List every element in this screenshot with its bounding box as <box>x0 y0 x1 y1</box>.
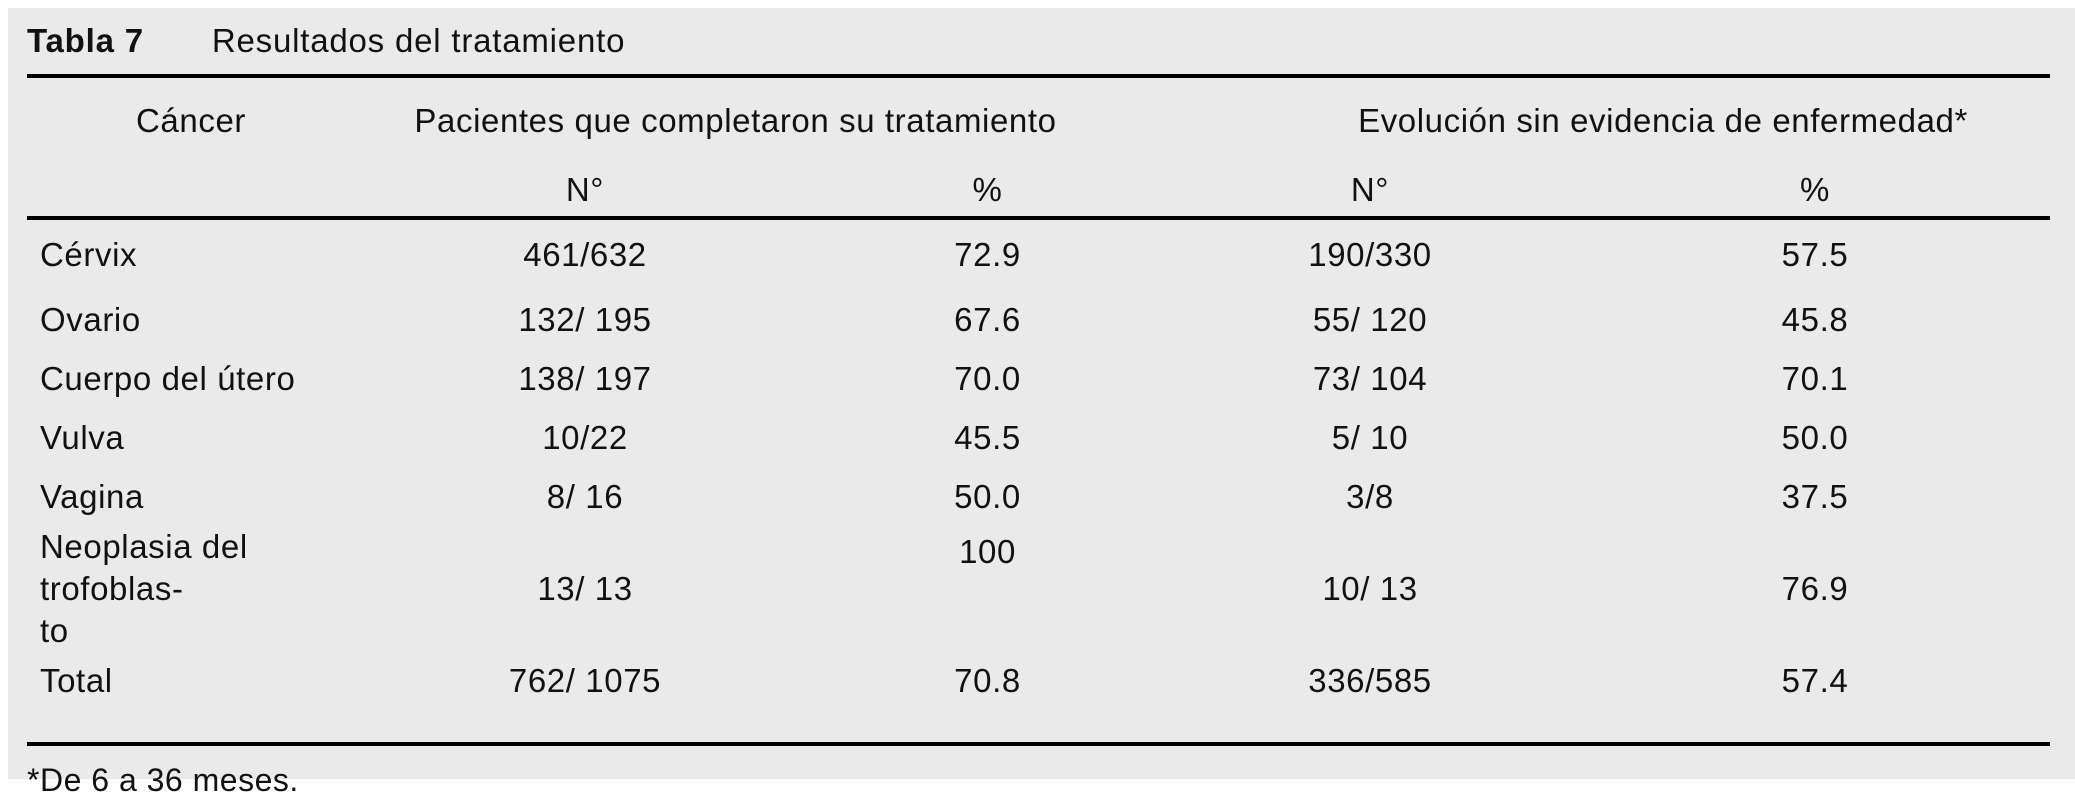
col-header-cancer: Cáncer <box>136 102 246 139</box>
row-label-cancer: Cérvix <box>40 236 138 273</box>
table-footnote: *De 6 a 36 meses. <box>27 762 299 798</box>
cell-completed-n: 10/22 <box>542 418 628 456</box>
row-label-cancer: Neoplasia del trofoblas- to <box>40 528 248 649</box>
table-row: Ovario 132/ 195 67.6 55/ 120 45.8 <box>27 290 2050 349</box>
col-group-evolution-no-disease-label: Evolución sin evidencia de enfermedad* <box>1358 102 1968 139</box>
col-group-treatment-completed: Pacientes que completaron su tratamiento <box>355 76 1160 164</box>
cell-evolution-pct: 70.1 <box>1781 359 1849 397</box>
cell-completed-n: 13/ 13 <box>537 570 633 607</box>
row-label-cancer: Cuerpo del útero <box>40 359 296 397</box>
table-row: Cérvix 461/632 72.9 190/330 57.5 <box>27 218 2050 290</box>
cell-completed-pct: 70.0 <box>954 359 1021 397</box>
table-body: Cérvix 461/632 72.9 190/330 57.5 Ovario 132/ 1… <box>27 218 2050 744</box>
table-caption: Tabla 7 Resultados del tratamiento <box>27 8 2050 74</box>
table-row: Neoplasia del trofoblas- to 13/ 13 100 10/ … <box>27 526 2050 652</box>
cell-evolution-pct: 50.0 <box>1781 418 1849 456</box>
col-header-pct-group2: % <box>1800 171 1830 208</box>
cell-evolution-pct: 57.4 <box>1781 662 1849 699</box>
cell-evolution-n: 73/ 104 <box>1312 359 1428 397</box>
col-header-spacer <box>27 164 355 218</box>
cell-completed-pct: 50.0 <box>954 477 1021 515</box>
cell-evolution-n: 10/ 13 <box>1322 570 1418 607</box>
table-title: Resultados del tratamiento <box>211 22 626 59</box>
table-row: Vulva 10/22 45.5 5/ 10 50.0 <box>27 408 2050 467</box>
cell-evolution-pct: 37.5 <box>1781 477 1849 515</box>
row-label-cancer: Ovario <box>40 300 141 338</box>
results-table: Cáncer Pacientes que completaron su trat… <box>27 74 2050 746</box>
col-group-treatment-completed-label: Pacientes que completaron su tratamiento <box>414 102 1057 139</box>
table-header: Cáncer Pacientes que completaron su trat… <box>27 76 2050 218</box>
row-label-cancer: Vulva <box>40 418 125 456</box>
cell-evolution-n: 3/8 <box>1346 477 1394 515</box>
col-header-n-group1: N° <box>565 171 605 208</box>
row-label-cancer: Total <box>40 662 113 699</box>
cell-completed-pct: 72.9 <box>954 236 1021 273</box>
cell-evolution-pct: 45.8 <box>1781 300 1849 338</box>
table-row: Vagina 8/ 16 50.0 3/8 37.5 <box>27 467 2050 526</box>
cell-evolution-n: 5/ 10 <box>1331 418 1409 456</box>
cell-completed-pct: 70.8 <box>954 662 1021 699</box>
cell-completed-n: 138/ 197 <box>518 359 652 397</box>
header-sub-row: N° % N° % <box>27 164 2050 218</box>
table-row: Cuerpo del útero 138/ 197 70.0 73/ 104 70.1 <box>27 349 2050 408</box>
cell-completed-pct: 45.5 <box>954 418 1021 456</box>
cell-completed-n: 8/ 16 <box>546 477 624 515</box>
cell-evolution-pct: 76.9 <box>1781 570 1849 607</box>
table-row: Total 762/ 1075 70.8 336/585 57.4 <box>27 652 2050 744</box>
cell-completed-pct: 67.6 <box>954 300 1021 338</box>
cell-completed-n: 132/ 195 <box>518 300 652 338</box>
cell-evolution-n: 336/585 <box>1308 662 1432 699</box>
cell-completed-n: 762/ 1075 <box>508 662 662 699</box>
table-number: Tabla 7 <box>27 22 144 59</box>
cell-evolution-pct: 57.5 <box>1781 236 1849 273</box>
cell-completed-pct: 100 <box>959 533 1016 570</box>
cell-completed-n: 461/632 <box>523 236 647 273</box>
row-label-cancer: Vagina <box>40 477 144 515</box>
header-group-row: Cáncer Pacientes que completaron su trat… <box>27 76 2050 164</box>
col-header-pct-group1: % <box>972 171 1003 208</box>
col-header-n-group2: N° <box>1350 171 1390 208</box>
col-group-evolution-no-disease: Evolución sin evidencia de enfermedad* <box>1160 76 2050 164</box>
cell-evolution-n: 55/ 120 <box>1312 300 1428 338</box>
document-page: Tabla 7 Resultados del tratamiento Cáncer… <box>8 8 2075 798</box>
cell-evolution-n: 190/330 <box>1308 236 1432 273</box>
